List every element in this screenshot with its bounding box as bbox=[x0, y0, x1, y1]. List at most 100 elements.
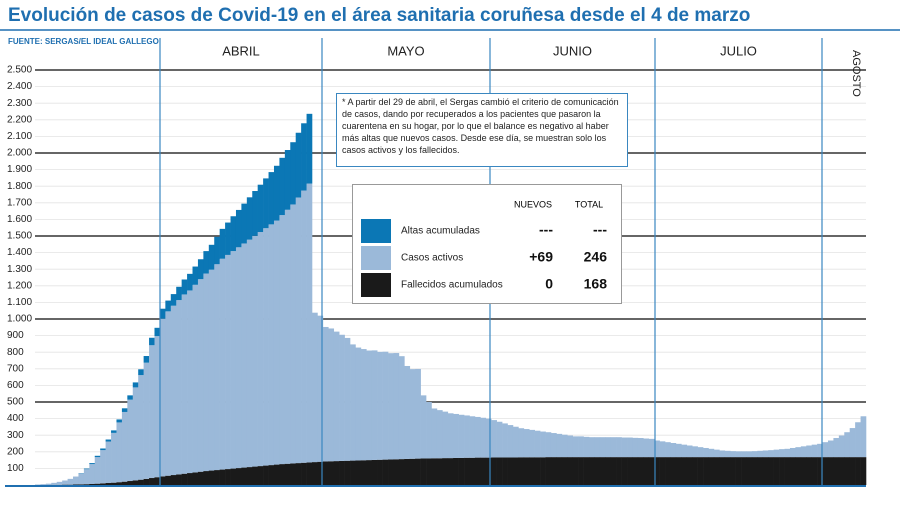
bar-segment bbox=[627, 457, 633, 485]
bar-segment bbox=[622, 457, 628, 485]
bar-segment bbox=[165, 301, 171, 312]
bar-segment bbox=[345, 338, 351, 461]
month-label: JULIO bbox=[720, 43, 757, 58]
bar-segment bbox=[361, 349, 367, 460]
bar-segment bbox=[209, 245, 215, 270]
bar-segment bbox=[133, 382, 139, 387]
bar-segment bbox=[567, 436, 573, 458]
bar-segment bbox=[182, 279, 188, 294]
bar-segment bbox=[95, 457, 101, 484]
bar-segment bbox=[160, 309, 166, 319]
legend-table: NUEVOS TOTAL Altas acumuladas------Casos… bbox=[353, 185, 621, 303]
bar-segment bbox=[795, 447, 801, 457]
bar-segment bbox=[350, 461, 356, 485]
bar-segment bbox=[573, 436, 579, 457]
bar-segment bbox=[540, 457, 546, 485]
bar-segment bbox=[833, 438, 839, 457]
bar-segment bbox=[269, 465, 275, 485]
bar-segment bbox=[350, 344, 356, 460]
bar-segment bbox=[475, 458, 481, 485]
bar-segment bbox=[649, 439, 655, 457]
y-tick-label: 700 bbox=[7, 363, 24, 374]
bar-segment bbox=[861, 416, 867, 457]
y-tick-label: 2.300 bbox=[7, 98, 32, 109]
legend-cell: 168 bbox=[584, 276, 608, 292]
y-tick-label: 1.200 bbox=[7, 280, 32, 291]
bar-segment bbox=[556, 434, 562, 457]
bar-segment bbox=[855, 422, 861, 457]
bar-segment bbox=[258, 466, 264, 485]
bar-segment bbox=[725, 457, 731, 485]
bar-segment bbox=[508, 425, 514, 457]
bar-segment bbox=[741, 457, 747, 485]
bar-segment bbox=[187, 473, 193, 485]
bar-segment bbox=[279, 158, 285, 215]
bar-segment bbox=[480, 458, 486, 485]
bar-segment bbox=[366, 351, 372, 461]
bar-segment bbox=[160, 319, 166, 477]
bar-segment bbox=[839, 457, 845, 485]
bar-segment bbox=[801, 457, 807, 485]
bar-segment bbox=[404, 366, 410, 459]
bar-segment bbox=[149, 478, 155, 485]
bar-segment bbox=[307, 462, 313, 485]
y-tick-label: 2.100 bbox=[7, 131, 32, 142]
bar-segment bbox=[665, 442, 671, 457]
bar-segment bbox=[632, 438, 638, 457]
bar-segment bbox=[470, 416, 476, 458]
bar-segment bbox=[828, 441, 834, 458]
bar-segment bbox=[355, 348, 361, 461]
bar-segment bbox=[844, 432, 850, 457]
bar-segment bbox=[171, 294, 177, 306]
y-tick-label: 2.000 bbox=[7, 148, 32, 159]
bar-segment bbox=[649, 457, 655, 485]
bar-segment bbox=[643, 439, 649, 458]
bar-segment bbox=[122, 408, 128, 412]
bar-segment bbox=[823, 442, 829, 457]
bar-segment bbox=[779, 449, 785, 457]
bar-segment bbox=[518, 457, 524, 485]
bar-segment bbox=[301, 191, 307, 463]
bar-segment bbox=[100, 483, 106, 485]
bar-segment bbox=[578, 457, 584, 485]
y-tick-label: 900 bbox=[7, 330, 24, 341]
bar-segment bbox=[323, 327, 329, 461]
y-tick-label: 200 bbox=[7, 446, 24, 457]
bar-segment bbox=[193, 285, 199, 473]
bar-segment bbox=[611, 457, 617, 485]
bar-segment bbox=[589, 457, 595, 485]
bar-segment bbox=[149, 338, 155, 345]
bar-segment bbox=[214, 264, 220, 470]
bar-segment bbox=[290, 142, 296, 204]
bar-segment bbox=[708, 449, 714, 457]
bar-segment bbox=[334, 461, 340, 485]
source: FUENTE: SERGAS/EL IDEAL GALLEGO bbox=[8, 37, 159, 46]
bar-segment bbox=[274, 166, 280, 221]
bar-segment bbox=[198, 279, 204, 472]
bar-segment bbox=[133, 387, 139, 480]
bar-segment bbox=[415, 459, 421, 485]
bar-segment bbox=[687, 457, 693, 485]
bar-segment bbox=[459, 458, 465, 485]
bar-segment bbox=[486, 419, 492, 458]
bar-segment bbox=[708, 457, 714, 485]
bar-segment bbox=[491, 420, 497, 457]
bar-segment bbox=[627, 438, 633, 458]
bar-segment bbox=[594, 457, 600, 485]
bar-segment bbox=[312, 462, 318, 485]
bar-segment bbox=[296, 197, 302, 463]
bar-segment bbox=[556, 457, 562, 485]
bar-segment bbox=[828, 457, 834, 485]
y-tick-label: 1.900 bbox=[7, 164, 32, 175]
y-tick-label: 1.700 bbox=[7, 197, 32, 208]
bar-segment bbox=[529, 457, 535, 485]
bar-segment bbox=[410, 459, 416, 485]
bar-segment bbox=[133, 480, 139, 485]
bar-segment bbox=[388, 353, 394, 459]
bar-segment bbox=[231, 469, 237, 485]
y-tick-label: 2.200 bbox=[7, 114, 32, 125]
bar-segment bbox=[806, 457, 812, 485]
bar-segment bbox=[730, 457, 736, 485]
bar-segment bbox=[274, 221, 280, 465]
bar-segment bbox=[274, 465, 280, 485]
